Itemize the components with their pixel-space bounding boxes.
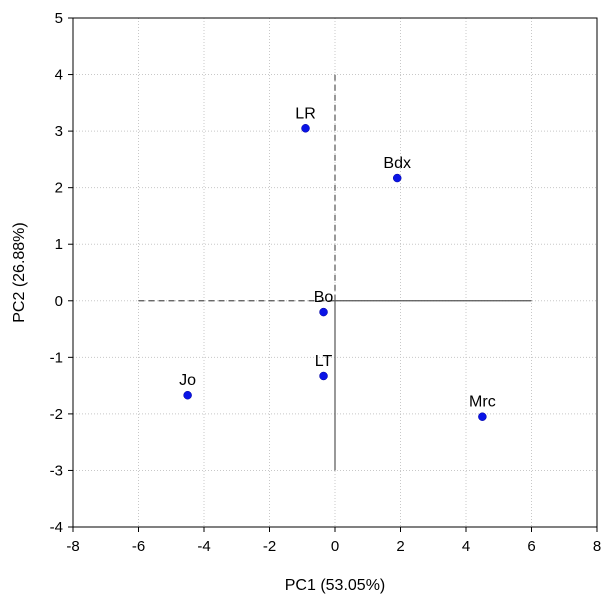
point-marker bbox=[319, 307, 328, 317]
point-label: LR bbox=[295, 105, 315, 122]
data-point-bdx: Bdx bbox=[383, 155, 411, 183]
data-point-lt: LT bbox=[315, 353, 333, 381]
y-tick-label: 5 bbox=[55, 10, 63, 27]
x-tick-label: 0 bbox=[331, 538, 339, 555]
y-tick-label: 3 bbox=[55, 123, 63, 140]
point-label: Bo bbox=[314, 289, 334, 306]
point-label: Bdx bbox=[383, 155, 411, 172]
point-marker bbox=[392, 173, 402, 183]
x-tick-label: 2 bbox=[396, 538, 404, 555]
point-label: LT bbox=[315, 353, 333, 370]
y-tick-label: -2 bbox=[50, 406, 63, 423]
x-tick-label: 6 bbox=[527, 538, 535, 555]
y-tick-label: -1 bbox=[50, 349, 63, 366]
y-axis-ticks: -4 -3 -2 -1 0 1 2 3 4 5 bbox=[50, 10, 73, 536]
data-point-jo: Jo bbox=[179, 372, 196, 400]
point-marker bbox=[478, 412, 487, 421]
data-point-lr: LR bbox=[295, 105, 316, 133]
y-tick-label: -4 bbox=[50, 519, 63, 536]
data-point-bo: Bo bbox=[314, 289, 334, 317]
y-axis-title: PC2 (26.88%) bbox=[11, 222, 28, 323]
data-point-mrc: Mrc bbox=[469, 394, 496, 421]
x-tick-label: -4 bbox=[197, 538, 210, 555]
x-tick-label: -6 bbox=[132, 538, 145, 555]
reference-lines bbox=[138, 74, 532, 471]
y-tick-label: 2 bbox=[55, 180, 63, 197]
y-tick-label: 1 bbox=[55, 236, 63, 253]
y-tick-label: 0 bbox=[55, 293, 63, 310]
point-label: Jo bbox=[179, 372, 196, 389]
x-axis-title: PC1 (53.05%) bbox=[285, 577, 386, 594]
data-points: LR Bdx Bo LT Jo Mrc bbox=[179, 105, 496, 421]
x-tick-label: 4 bbox=[462, 538, 470, 555]
y-tick-label: -3 bbox=[50, 462, 63, 479]
x-tick-label: -8 bbox=[66, 538, 79, 555]
x-tick-label: -2 bbox=[263, 538, 276, 555]
point-marker bbox=[301, 124, 310, 133]
point-label: Mrc bbox=[469, 394, 496, 411]
x-axis-ticks: -8 -6 -4 -2 0 2 4 6 8 bbox=[66, 527, 601, 555]
x-tick-label: 8 bbox=[593, 538, 601, 555]
point-marker bbox=[183, 390, 192, 400]
y-tick-label: 4 bbox=[55, 67, 63, 84]
point-marker bbox=[319, 371, 328, 381]
